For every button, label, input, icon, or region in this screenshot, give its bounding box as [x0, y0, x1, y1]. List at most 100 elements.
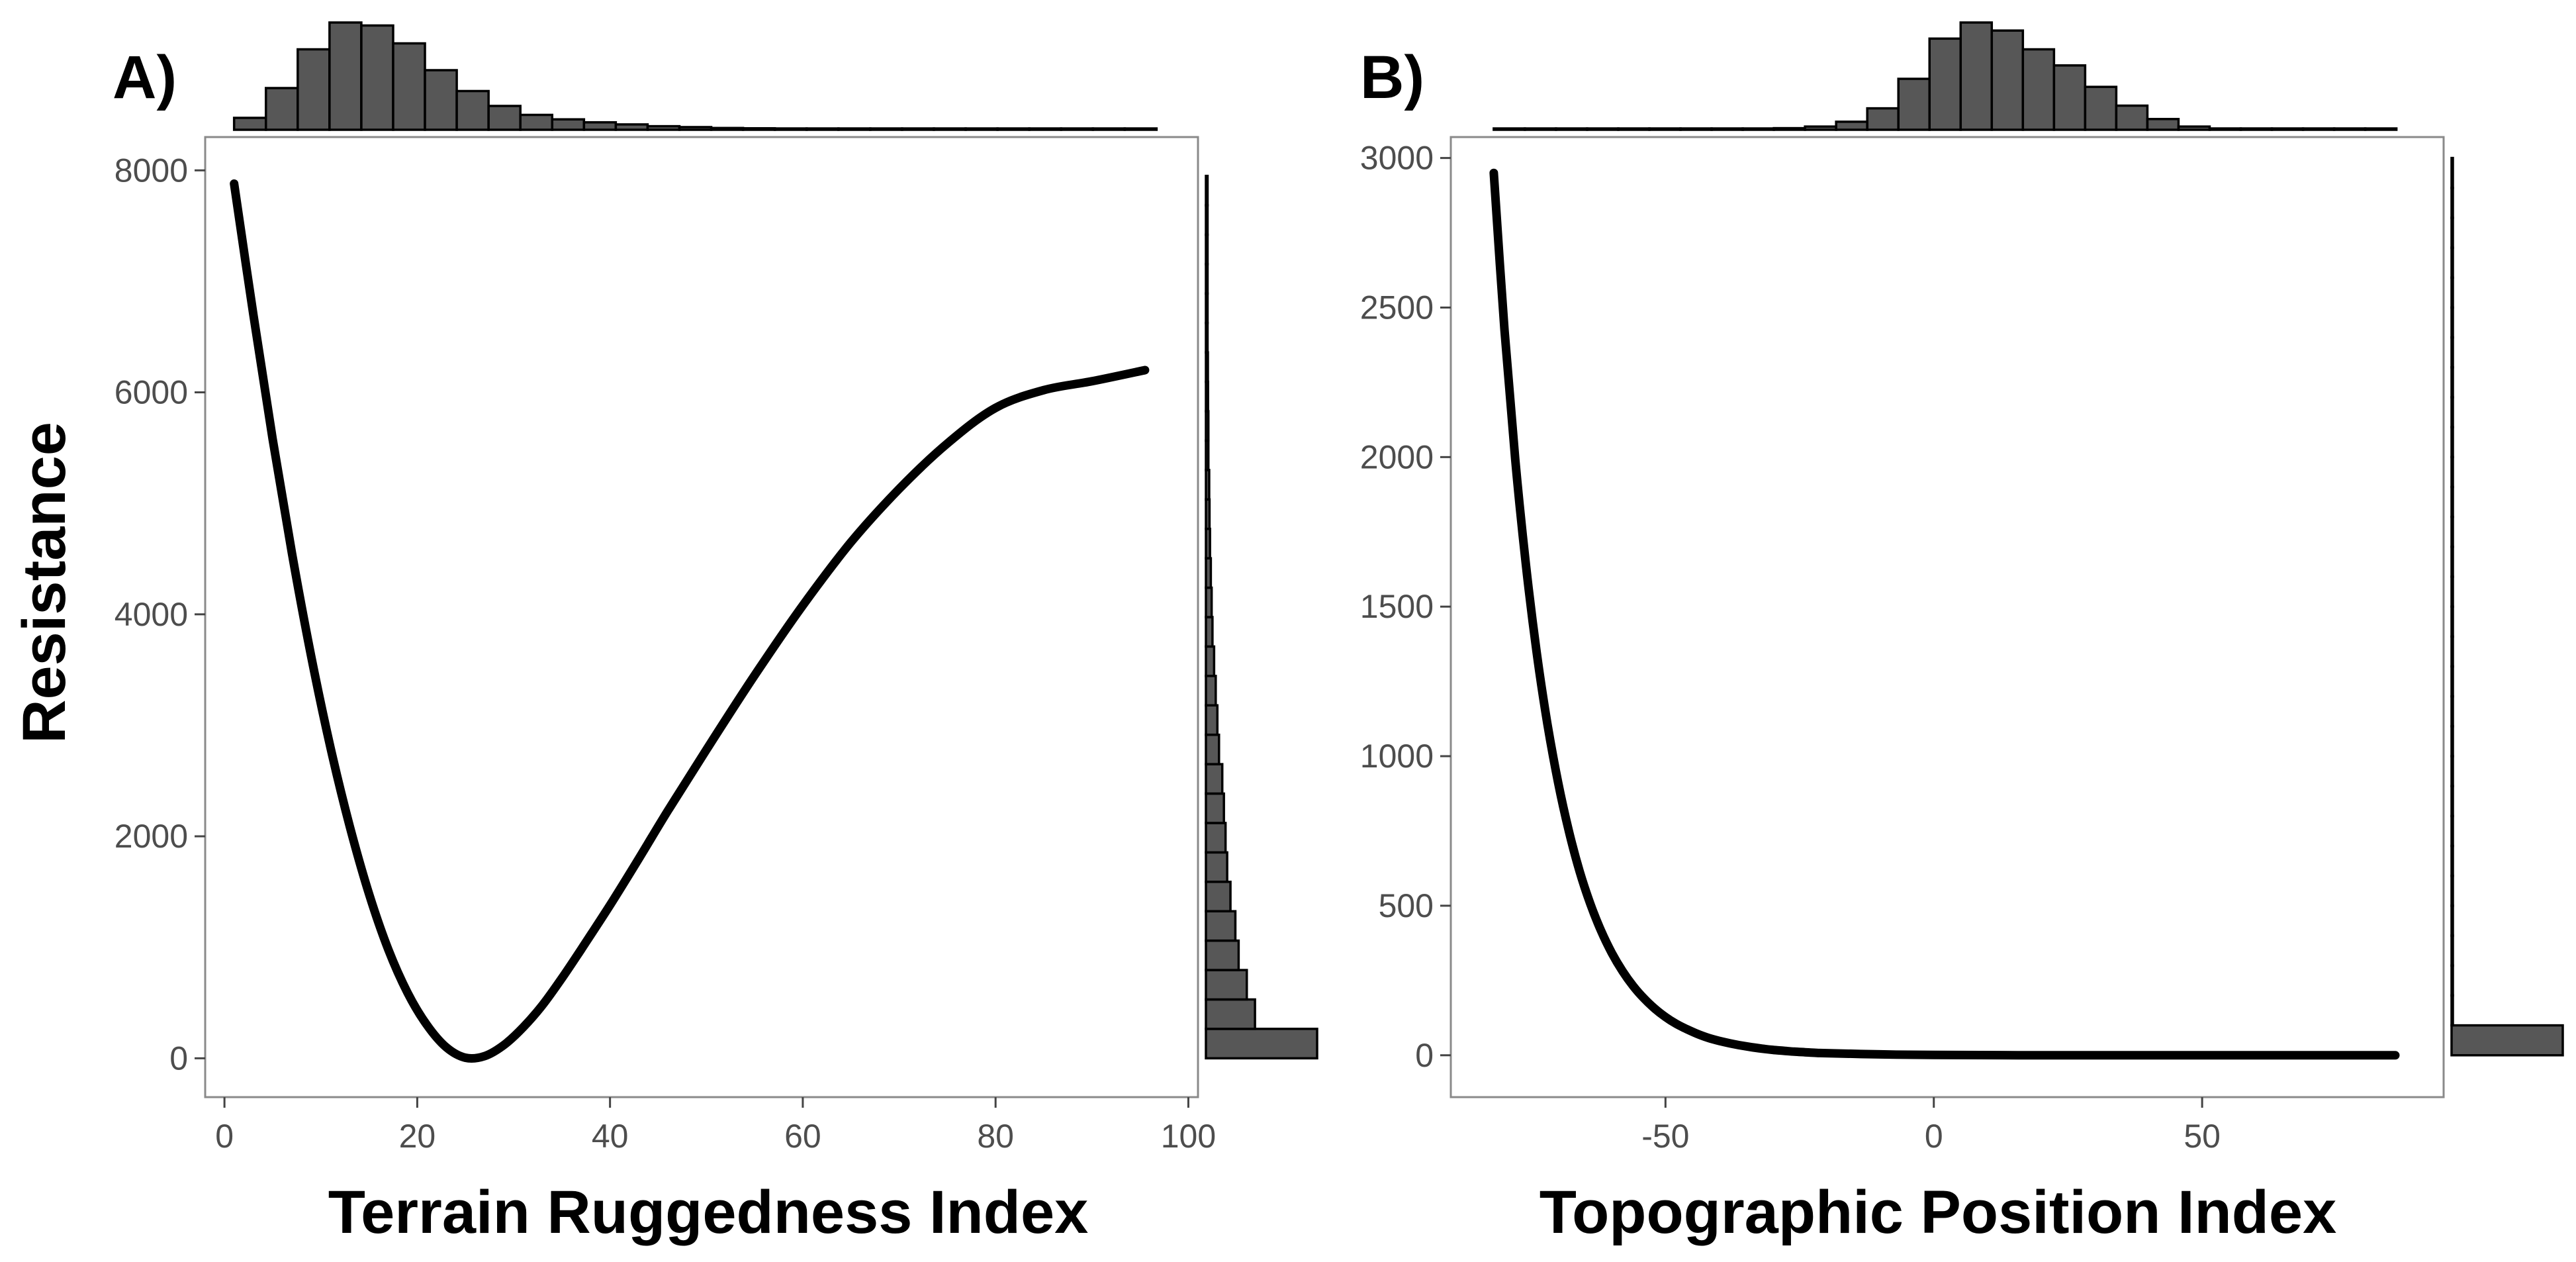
panel-b-right-histogram-bar — [2450, 336, 2454, 369]
panel-b-right-histogram-bar — [2450, 844, 2454, 877]
panel-b-right-histogram-bar — [2450, 964, 2454, 997]
panel-a-top-histogram-bar — [519, 113, 554, 131]
panel-b-right-histogram-bar — [2450, 755, 2454, 787]
panel-b-plot-frame — [1449, 136, 2445, 1098]
panel-b-top-histogram-bar — [1524, 127, 1557, 131]
panel-b-y-tick-label: 0 — [1415, 1037, 1434, 1074]
panel-a-right-histogram-bar — [1205, 498, 1211, 530]
panel-a-right-histogram-bar — [1205, 616, 1214, 648]
panel-b-top-histogram-bar — [1990, 29, 2025, 131]
panel-b-top-histogram-bar — [2115, 104, 2149, 131]
panel-a-right-histogram-bar — [1205, 792, 1225, 824]
panel-a-right-histogram-bar — [1205, 969, 1248, 1001]
panel-a-top-histogram-bar — [996, 127, 1031, 131]
panel-b-top-histogram-bar — [2021, 48, 2056, 131]
panel-b-top-histogram-bar — [2146, 118, 2180, 131]
panel-b-right-histogram-bar — [2450, 575, 2454, 608]
panel-a-right-histogram-bar — [1205, 733, 1220, 765]
panel-b-top-histogram-bar — [1835, 121, 1868, 131]
panel-a-y-tick-label: 0 — [169, 1040, 188, 1077]
panel-a-top-histogram — [232, 21, 1158, 131]
panel-a-right-histogram-bar — [1205, 645, 1216, 677]
panel-a-right-histogram-bar — [1205, 851, 1228, 883]
panel-a-top-histogram-bar — [773, 127, 808, 131]
panel-a-y-tick-label: 6000 — [115, 374, 188, 411]
panel-a-right-histogram-bar — [1205, 292, 1209, 324]
panel-b-top-histogram-bar — [1648, 127, 1682, 131]
panel-b-top-histogram — [1493, 21, 2398, 131]
panel-b-top-histogram-bar — [1866, 107, 1900, 131]
panel-b-right-histogram-bar — [2450, 546, 2454, 578]
panel-a-top-histogram-bar — [964, 127, 999, 131]
panel-a-right-histogram-bar — [1205, 704, 1219, 736]
panel-a-right-histogram-bar — [1205, 675, 1217, 707]
panel-a-x-axis-title: Terrain Ruggedness Index — [328, 1179, 1089, 1246]
panel-b-top-histogram-bar — [2208, 127, 2242, 131]
panel-a-x-tick-label: 100 — [1161, 1118, 1216, 1155]
panel-a-top-histogram-bar — [1060, 127, 1095, 131]
panel-a-top-histogram-bar — [232, 117, 267, 131]
panel-a-right-histogram-bar — [1205, 469, 1211, 501]
panel-b-y-tick-label: 1000 — [1360, 738, 1434, 775]
panel-b-top-histogram-bar — [1710, 127, 1744, 131]
panel-a-top-histogram-bar — [805, 127, 840, 131]
panel-b-top-histogram-bar — [2301, 127, 2336, 131]
panel-a-top-histogram-bar — [933, 127, 967, 131]
panel-a-right-histogram-bar — [1205, 910, 1237, 942]
panel-b-resistance-curve — [1489, 168, 2400, 1060]
panel-b-right-histogram-bar — [2450, 814, 2454, 848]
panel-b-right-histogram-bar — [2450, 994, 2454, 1027]
panel-b-right-histogram-bar — [2450, 515, 2454, 548]
panel-b-top-histogram-bar — [1493, 127, 1526, 131]
panel-a-right-histogram-bar — [1205, 380, 1209, 413]
panel-a-top-histogram-bar — [1028, 127, 1062, 131]
panel-a-top-histogram-bar — [710, 126, 745, 131]
panel-a-resistance-curve — [230, 179, 1150, 1063]
panel-a-top-histogram-bar — [392, 42, 426, 131]
panel-b-right-histogram-bar — [2450, 874, 2454, 907]
panel-b-y-tick-label: 2500 — [1360, 289, 1434, 326]
panel-b-top-histogram-bar — [2364, 127, 2398, 131]
panel-b-topographic-position: B) 0 500 1000 1500 2000 2500 3000 -50 0 50 Topog… — [1360, 21, 2564, 1246]
panel-a-trail-ruggedness: A) 0 2000 4000 6000 8000 0 20 40 60 80 100 Terrai… — [113, 21, 1318, 1246]
panel-a-right-histogram-bar — [1205, 204, 1209, 236]
panel-a-x-tick-label: 80 — [977, 1118, 1014, 1155]
panel-b-right-histogram-bar — [2450, 605, 2454, 638]
panel-a-right-histogram-bar — [1205, 763, 1224, 795]
panel-a-x-tick-label: 0 — [215, 1118, 234, 1155]
panel-a-top-histogram-bar — [360, 24, 394, 131]
panel-a-right-histogram-bar — [1205, 233, 1209, 266]
panel-a-right-histogram-bar — [1205, 1028, 1318, 1060]
panel-a-top-histogram-bar — [741, 127, 776, 131]
panel-a-right-histogram-bar — [1205, 586, 1213, 618]
panel-b-right-histogram-bar — [2450, 366, 2454, 399]
panel-b-top-histogram-bar — [2177, 125, 2211, 131]
panel-a-right-histogram-bar — [1205, 322, 1209, 354]
panel-a-top-histogram-bar — [264, 87, 299, 131]
panel-b-right-histogram-bar — [2450, 635, 2454, 668]
panel-b-x-tick-label: 50 — [2184, 1118, 2221, 1155]
panel-b-right-histogram-bar — [2450, 725, 2454, 757]
panel-b-x-axis-title: Topographic Position Index — [1540, 1179, 2337, 1246]
panel-a-top-histogram-bar — [424, 69, 458, 131]
panel-b-right-histogram-bar — [2450, 695, 2454, 728]
panel-a-y-tick-label: 8000 — [115, 152, 188, 189]
panel-b-right-histogram-bar — [2450, 665, 2454, 698]
panel-b-right-histogram-bar — [2450, 785, 2454, 818]
panel-b-y-tick-label: 3000 — [1360, 140, 1434, 177]
panel-a-top-histogram-bar — [455, 89, 490, 131]
panel-b-top-histogram-bar — [2239, 127, 2274, 131]
panel-a-top-histogram-bar — [582, 121, 618, 131]
panel-a-right-histogram — [1205, 174, 1318, 1060]
panel-a-right-histogram-bar — [1205, 263, 1209, 295]
panel-b-right-histogram-bar — [2450, 934, 2454, 967]
panel-a-label: A) — [113, 44, 177, 111]
panel-b-right-histogram-bar — [2450, 426, 2454, 459]
panel-b-right-histogram-bar — [2450, 306, 2454, 339]
panel-b-y-tick-label: 2000 — [1360, 438, 1434, 475]
panel-b-top-histogram-bar — [1679, 127, 1713, 131]
panel-b-top-histogram-bar — [2332, 127, 2367, 131]
panel-b-top-histogram-bar — [1772, 126, 1806, 131]
panel-b-right-histogram-bar — [2450, 485, 2454, 518]
